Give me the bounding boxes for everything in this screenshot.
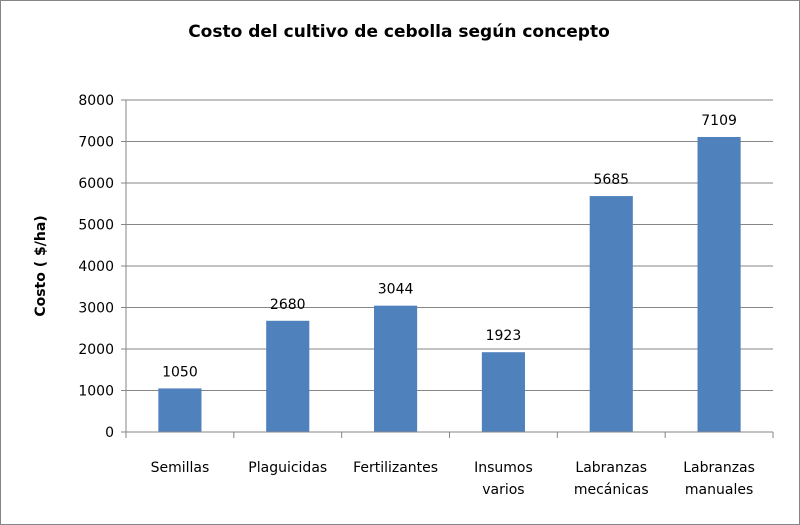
x-tick-label: Semillas [151,460,210,476]
y-tick-label: 3000 [78,301,114,317]
x-tick-label: Fertilizantes [353,460,438,476]
axes [125,100,774,438]
y-tick-label: 7000 [78,135,114,151]
y-tick-labels: 0 1000 2000 3000 4000 5000 6000 7000 8000 [78,93,114,441]
data-label: 1050 [162,364,198,380]
y-tick-label: 1000 [78,384,114,400]
bar [374,305,418,432]
data-labels: 1050 2680 3044 1923 5685 7109 [162,113,737,380]
gridlines [121,99,773,433]
data-label: 5685 [593,172,629,188]
chart-title: Costo del cultivo de cebolla según conce… [188,22,610,42]
bars [158,136,741,432]
bar [266,320,310,432]
x-tick-labels: Semillas Plaguicidas Fertilizantes Insumos v… [151,460,755,498]
y-tick-label: 8000 [78,93,114,109]
y-tick-label: 6000 [78,176,114,192]
data-label: 3044 [378,282,414,298]
y-tick-label: 5000 [78,218,114,234]
y-tick-label: 4000 [78,259,114,275]
data-label: 1923 [486,328,522,344]
x-tick-label: Plaguicidas [248,460,327,476]
bar [589,196,633,432]
data-label: 7109 [701,113,737,129]
y-tick-label: 2000 [78,342,114,358]
data-label: 2680 [270,297,306,313]
y-tick-label: 0 [105,425,114,441]
x-tick-label: Labranzas [683,460,755,476]
bar [697,136,741,432]
x-tick-label: mecánicas [574,482,649,498]
x-tick-label: Insumos [474,460,533,476]
bar [158,388,202,432]
x-tick-label: Labranzas [575,460,647,476]
bar [481,352,525,432]
y-axis-label: Costo ( $/ha) [33,215,49,316]
x-tick-label: varios [482,482,524,498]
x-tick-label: manuales [685,482,753,498]
